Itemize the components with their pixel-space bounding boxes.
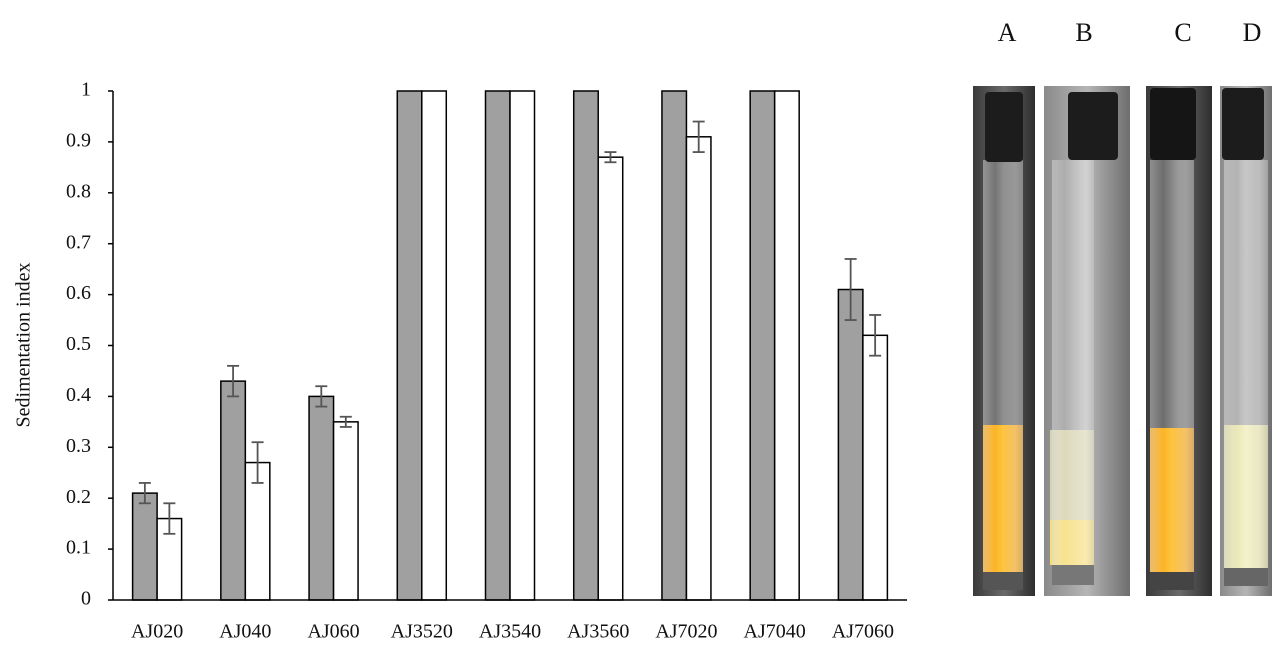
bar bbox=[133, 493, 158, 600]
cap bbox=[985, 92, 1023, 162]
y-tick-label: 0.1 bbox=[66, 537, 91, 559]
x-tick-label: AJ3540 bbox=[479, 621, 541, 643]
tube bbox=[1052, 160, 1094, 580]
bar bbox=[221, 381, 246, 600]
x-tick-label: AJ7040 bbox=[744, 621, 806, 643]
tube-base bbox=[1224, 568, 1268, 586]
figure: Sedimentation index 0 0.1 0.2 0.3 0.4 0.5 0.6 0… bbox=[0, 0, 1274, 646]
x-tick-label: AJ7020 bbox=[655, 621, 717, 643]
y-tick-label: 0.5 bbox=[66, 333, 91, 355]
x-tick-label: AJ3560 bbox=[567, 621, 629, 643]
tube-base bbox=[983, 572, 1023, 590]
x-tick-label: AJ040 bbox=[219, 621, 271, 643]
bar bbox=[838, 290, 863, 600]
bar bbox=[598, 157, 623, 600]
bar bbox=[510, 91, 535, 600]
x-tick-label: AJ7060 bbox=[832, 621, 894, 643]
bar bbox=[397, 91, 422, 600]
photo-label: B bbox=[1075, 18, 1092, 47]
y-tick-label: 0 bbox=[81, 588, 91, 610]
x-tick-label: AJ060 bbox=[307, 621, 359, 643]
y-tick-label: 0.2 bbox=[66, 486, 91, 508]
cap bbox=[1150, 88, 1196, 160]
bar bbox=[486, 91, 511, 600]
y-tick-label: 0.8 bbox=[66, 180, 91, 202]
photo-label: D bbox=[1243, 18, 1262, 47]
tube-base bbox=[1150, 572, 1194, 590]
bar bbox=[686, 137, 711, 600]
bar bbox=[750, 91, 775, 600]
y-tick-label: 1 bbox=[81, 79, 91, 101]
y-tick-label: 0.9 bbox=[66, 129, 91, 151]
bar bbox=[574, 91, 599, 600]
y-tick-label: 0.3 bbox=[66, 435, 91, 457]
bar bbox=[863, 335, 888, 600]
bar bbox=[309, 396, 334, 600]
cap bbox=[1222, 88, 1264, 160]
photo-label: A bbox=[998, 18, 1017, 47]
y-axis-label: Sedimentation index bbox=[13, 263, 35, 428]
bar bbox=[422, 91, 447, 600]
cap bbox=[1068, 92, 1118, 160]
tube bbox=[1224, 160, 1268, 580]
photo-label: C bbox=[1174, 18, 1191, 47]
x-tick-label: AJ020 bbox=[131, 621, 183, 643]
tube bbox=[1150, 160, 1194, 580]
tube-base bbox=[1052, 565, 1094, 585]
photo-panel bbox=[973, 86, 1272, 596]
bar bbox=[334, 422, 359, 600]
bar bbox=[775, 91, 800, 600]
x-tick-label: AJ3520 bbox=[391, 621, 453, 643]
tube bbox=[983, 160, 1023, 580]
y-tick-label: 0.4 bbox=[66, 384, 91, 406]
bar bbox=[662, 91, 687, 600]
y-tick-label: 0.6 bbox=[66, 282, 91, 304]
y-tick-label: 0.7 bbox=[66, 231, 91, 253]
